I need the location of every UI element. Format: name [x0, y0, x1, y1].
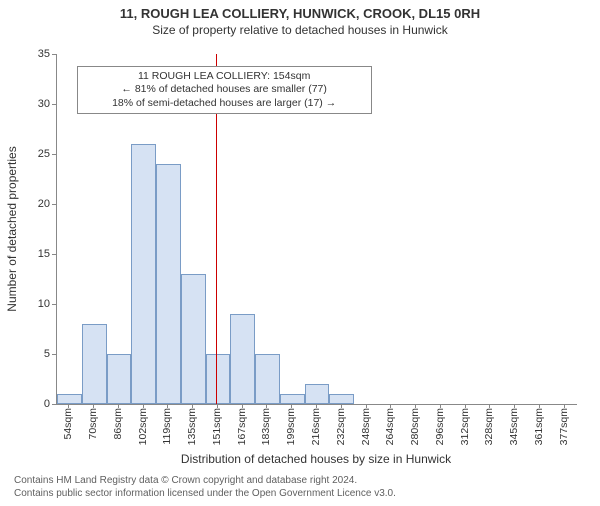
x-tick-label: 199sqm — [285, 408, 297, 445]
x-tick-label: 216sqm — [310, 408, 322, 445]
y-tick-label: 5 — [20, 348, 50, 360]
x-tick-label: 70sqm — [87, 408, 99, 440]
x-tick-label: 248sqm — [360, 408, 372, 445]
histogram-bar — [329, 394, 354, 404]
x-tick-label: 264sqm — [384, 408, 396, 445]
y-tick-label: 20 — [20, 198, 50, 210]
x-tick-label: 232sqm — [335, 408, 347, 445]
x-tick-label: 86sqm — [112, 408, 124, 440]
histogram-bar — [82, 324, 107, 404]
histogram-bar — [181, 274, 206, 404]
footer-line-2: Contains public sector information licen… — [14, 488, 396, 501]
y-tick-label: 35 — [20, 48, 50, 60]
x-tick-label: 280sqm — [409, 408, 421, 445]
footer-line-1: Contains HM Land Registry data © Crown c… — [14, 475, 396, 488]
x-tick-label: 312sqm — [459, 408, 471, 445]
chart-title-main: 11, ROUGH LEA COLLIERY, HUNWICK, CROOK, … — [0, 6, 600, 21]
x-tick-label: 102sqm — [137, 408, 149, 445]
x-tick-label: 54sqm — [62, 408, 74, 440]
y-tick-label: 10 — [20, 298, 50, 310]
x-tick-label: 345sqm — [508, 408, 520, 445]
x-tick-label: 377sqm — [558, 408, 570, 445]
histogram-bar — [206, 354, 231, 404]
footer-attribution: Contains HM Land Registry data © Crown c… — [14, 475, 396, 500]
y-tick-mark — [52, 204, 56, 205]
y-tick-mark — [52, 154, 56, 155]
y-tick-mark — [52, 404, 56, 405]
histogram-bar — [57, 394, 82, 404]
y-tick-mark — [52, 354, 56, 355]
x-tick-label: 328sqm — [483, 408, 495, 445]
chart-area: 11 ROUGH LEA COLLIERY: 154sqm← 81% of de… — [56, 54, 576, 404]
y-tick-label: 30 — [20, 98, 50, 110]
y-tick-mark — [52, 304, 56, 305]
histogram-bar — [107, 354, 132, 404]
plot-region: 11 ROUGH LEA COLLIERY: 154sqm← 81% of de… — [56, 54, 577, 405]
x-tick-label: 296sqm — [434, 408, 446, 445]
histogram-bar — [255, 354, 280, 404]
y-axis-label: Number of detached properties — [5, 146, 19, 311]
histogram-bar — [156, 164, 181, 404]
x-axis-label: Distribution of detached houses by size … — [181, 452, 451, 466]
chart-title-sub: Size of property relative to detached ho… — [0, 23, 600, 37]
annotation-line: 11 ROUGH LEA COLLIERY: 154sqm — [84, 70, 365, 83]
histogram-bar — [230, 314, 255, 404]
y-tick-label: 0 — [20, 398, 50, 410]
y-tick-mark — [52, 254, 56, 255]
annotation-line: ← 81% of detached houses are smaller (77… — [84, 83, 365, 96]
histogram-bar — [131, 144, 156, 404]
y-tick-label: 25 — [20, 148, 50, 160]
y-tick-mark — [52, 54, 56, 55]
x-tick-label: 167sqm — [236, 408, 248, 445]
histogram-bar — [280, 394, 305, 404]
annotation-line: 18% of semi-detached houses are larger (… — [84, 97, 365, 110]
y-tick-mark — [52, 104, 56, 105]
x-tick-label: 183sqm — [260, 408, 272, 445]
x-tick-label: 151sqm — [211, 408, 223, 445]
x-tick-label: 135sqm — [186, 408, 198, 445]
x-tick-label: 119sqm — [161, 408, 173, 445]
x-tick-label: 361sqm — [533, 408, 545, 445]
y-tick-label: 15 — [20, 248, 50, 260]
annotation-box: 11 ROUGH LEA COLLIERY: 154sqm← 81% of de… — [77, 66, 372, 113]
histogram-bar — [305, 384, 330, 404]
